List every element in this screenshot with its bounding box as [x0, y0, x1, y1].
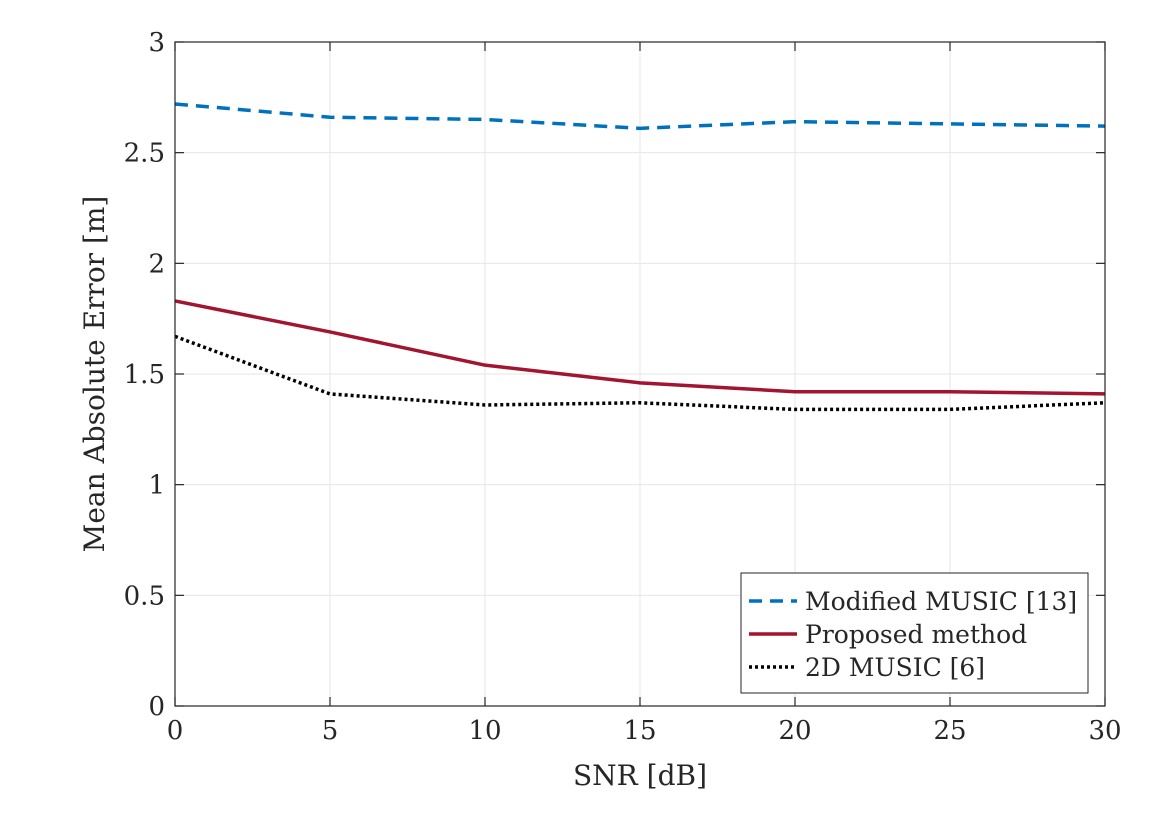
legend-label-proposed-method: Proposed method	[805, 620, 1027, 649]
series-line-modified-music-13	[174, 102, 1106, 131]
y-tick-label: 3	[148, 28, 165, 58]
x-tick-label: 25	[933, 716, 966, 746]
axis-ticks	[174, 41, 1106, 707]
x-tick-label: 30	[1088, 716, 1121, 746]
series-line-2d-music-6	[174, 334, 1106, 412]
legend: Modified MUSIC [13] Proposed method 2D M…	[740, 572, 1089, 694]
y-tick-label: 1	[148, 471, 165, 501]
grid	[175, 42, 1105, 706]
x-tick-labels: 0 5 10 15 20 25 30	[167, 716, 1122, 746]
series-line-proposed-method	[174, 299, 1106, 396]
x-tick-label: 20	[778, 716, 811, 746]
legend-label-2d-music: 2D MUSIC [6]	[805, 653, 985, 682]
y-tick-label: 1.5	[124, 360, 165, 390]
y-tick-label: 2.5	[124, 139, 165, 169]
y-tick-labels: 0 0.5 1 1.5 2 2.5 3	[124, 28, 165, 722]
x-tick-label: 10	[468, 716, 501, 746]
x-tick-label: 15	[623, 716, 656, 746]
series-group	[174, 102, 1106, 412]
legend-label-modified-music: Modified MUSIC [13]	[805, 587, 1077, 616]
y-tick-label: 2	[148, 249, 165, 279]
y-tick-label: 0	[148, 692, 165, 722]
y-tick-label: 0.5	[124, 581, 165, 611]
x-axis-title: SNR [dB]	[573, 759, 707, 792]
legend-box	[740, 572, 1089, 694]
x-tick-label: 0	[167, 716, 184, 746]
x-tick-label: 5	[322, 716, 339, 746]
y-axis-title: Mean Absolute Error [m]	[78, 196, 111, 553]
